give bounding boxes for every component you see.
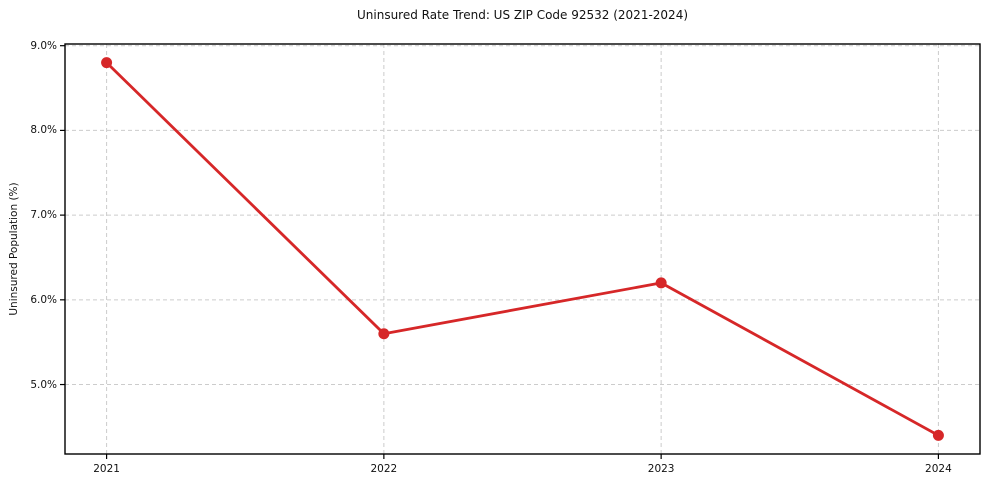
data-point-marker [932,429,944,441]
y-tick-label: 7.0% [30,209,57,222]
data-point-marker [101,57,113,69]
series-line [105,61,940,437]
data-point-marker [655,277,667,289]
y-tick-label: 9.0% [30,39,57,52]
y-tick-label: 5.0% [30,378,57,391]
x-tick-label: 2023 [647,463,675,475]
axes-spines [64,43,981,455]
y-tick-label: 8.0% [30,124,57,137]
chart-title: Uninsured Rate Trend: US ZIP Code 92532 … [356,8,689,22]
x-tick-label: 2024 [925,463,952,475]
x-tick-label: 2022 [370,463,398,475]
y-tick-label: 6.0% [30,293,57,306]
data-point-marker [378,328,390,340]
x-tick-label: 2021 [93,463,120,475]
